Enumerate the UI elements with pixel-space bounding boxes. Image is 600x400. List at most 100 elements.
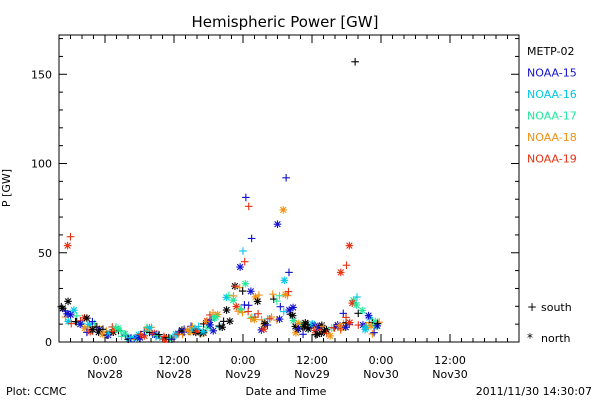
- data-point: [231, 282, 240, 290]
- data-point: [288, 311, 297, 320]
- data-point: [284, 287, 293, 296]
- legend-item: NOAA-17: [527, 110, 577, 123]
- data-point: [285, 268, 293, 277]
- data-point: [275, 315, 284, 323]
- legend-item: NOAA-19: [527, 153, 577, 166]
- x-tick-label: 12:00: [296, 354, 328, 367]
- data-point: [283, 291, 292, 300]
- data-point: [336, 268, 345, 277]
- data-point: [326, 332, 334, 340]
- data-point: [358, 306, 367, 315]
- data-point: [247, 234, 256, 243]
- footer-center: Date and Time: [246, 385, 327, 398]
- data-point: [276, 302, 285, 311]
- data-point: [241, 279, 250, 288]
- data-point: [85, 320, 94, 329]
- data-point: [99, 330, 107, 339]
- data-point: [183, 326, 192, 334]
- data-point: [209, 327, 218, 335]
- data-points: [57, 57, 384, 344]
- data-point: [155, 330, 163, 339]
- data-point: [294, 324, 303, 333]
- data-point: [259, 325, 268, 334]
- data-point: [83, 314, 91, 322]
- x-tick-date-label: Nov29: [225, 368, 260, 381]
- data-point: [63, 241, 72, 250]
- data-point: [206, 321, 214, 329]
- data-point: [242, 193, 250, 202]
- x-tick-label: 12:00: [434, 354, 466, 367]
- data-point: [244, 202, 253, 211]
- x-tick-date-label: Nov28: [87, 368, 122, 381]
- data-point: [368, 330, 377, 338]
- data-point: [254, 309, 262, 318]
- footer-left: Plot: CCMC: [6, 385, 67, 398]
- data-point: [353, 293, 361, 301]
- data-point: [167, 335, 176, 343]
- data-point: [64, 297, 72, 306]
- data-point: [257, 315, 266, 324]
- data-point: [345, 241, 354, 250]
- data-point: [263, 321, 272, 329]
- data-point: [352, 301, 361, 309]
- marker-legend-symbol: *: [527, 331, 533, 345]
- data-point: [319, 322, 328, 331]
- marker-legend-label: south: [541, 301, 572, 314]
- data-point: [273, 220, 282, 228]
- data-point: [225, 291, 233, 300]
- x-tick-label: 0:00: [93, 354, 118, 367]
- data-point: [244, 307, 252, 316]
- data-point: [237, 305, 246, 314]
- data-point: [304, 325, 312, 333]
- data-point: [266, 315, 274, 323]
- data-point: [279, 307, 288, 316]
- legend-item: NOAA-18: [527, 131, 577, 144]
- data-point: [373, 319, 382, 328]
- data-point: [67, 319, 76, 328]
- x-tick-date-label: Nov29: [294, 368, 329, 381]
- data-point: [218, 323, 227, 332]
- data-point: [273, 297, 281, 305]
- marker-legend-symbol: +: [527, 300, 537, 314]
- y-axis-label: P [GW]: [0, 169, 13, 207]
- data-point: [299, 330, 307, 339]
- data-point: [229, 296, 238, 305]
- legend-item: METP-02: [527, 45, 575, 58]
- y-tick-label: 0: [45, 336, 52, 349]
- data-point: [370, 328, 378, 337]
- data-point: [239, 247, 247, 255]
- data-point: [253, 297, 262, 306]
- data-point: [279, 206, 288, 214]
- x-tick-label: 12:00: [158, 354, 190, 367]
- data-point: [199, 327, 207, 336]
- data-point: [66, 310, 75, 319]
- data-point: [342, 313, 350, 322]
- data-point: [275, 291, 284, 300]
- marker-legend-label: north: [541, 332, 571, 345]
- data-point: [351, 57, 359, 66]
- chart-title: Hemispheric Power [GW]: [192, 13, 379, 31]
- x-tick-date-label: Nov28: [156, 368, 191, 381]
- data-point: [238, 287, 247, 295]
- data-point: [354, 309, 363, 318]
- data-point: [282, 173, 290, 182]
- data-point: [247, 287, 255, 296]
- data-point: [166, 334, 175, 343]
- footer-right: 2011/11/30 14:30:07: [476, 385, 592, 398]
- data-point: [250, 315, 259, 324]
- data-point: [70, 306, 78, 314]
- data-point: [222, 306, 231, 314]
- data-point: [234, 307, 242, 316]
- x-tick-label: 0:00: [231, 354, 256, 367]
- data-point: [236, 263, 244, 271]
- x-tick-label: 0:00: [369, 354, 394, 367]
- data-point: [269, 290, 277, 299]
- data-point: [66, 232, 75, 241]
- data-point: [364, 311, 373, 320]
- legend-item: NOAA-15: [527, 67, 577, 80]
- data-point: [240, 257, 249, 266]
- x-tick-date-label: Nov30: [363, 368, 398, 381]
- data-point: [194, 322, 203, 331]
- data-point: [255, 291, 263, 299]
